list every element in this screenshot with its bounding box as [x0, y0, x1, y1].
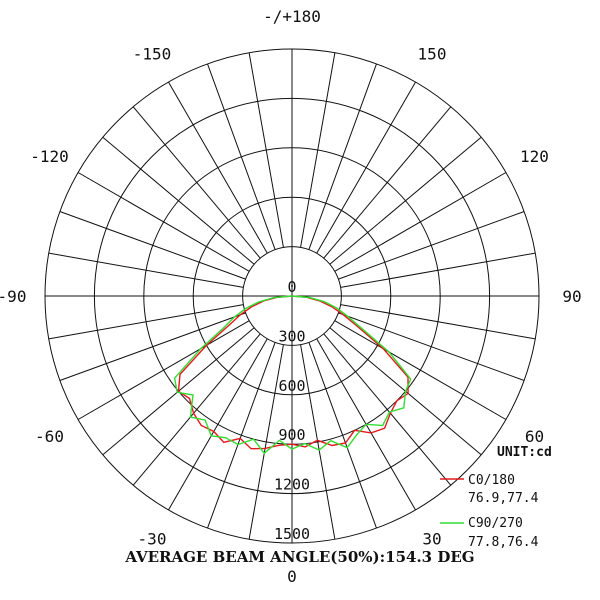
angle-label-90: 90: [562, 287, 581, 306]
grid-spoke--160: [207, 63, 276, 250]
grid-spoke--80: [48, 304, 244, 340]
legend-beam-c0-180: 76.9,77.4: [468, 491, 539, 506]
grid-spoke-170: [300, 52, 336, 248]
grid-spoke--170: [248, 52, 284, 248]
radial-label-900: 900: [278, 426, 305, 444]
angle-label--150: -150: [133, 45, 172, 64]
grid-spoke-110: [338, 211, 525, 280]
polar-grid: [44, 48, 540, 544]
radial-label-1200: 1200: [274, 476, 310, 494]
grid-spoke-100: [340, 252, 536, 288]
angle-label--120: -120: [30, 147, 69, 166]
grid-spoke--40: [132, 333, 261, 486]
grid-spoke--130: [102, 136, 255, 265]
angle-label-0: 0: [287, 567, 297, 586]
grid-spoke-70: [338, 312, 525, 381]
grid-spoke-160: [308, 63, 377, 250]
legend: UNIT:cd C0/180 76.9,77.4 C90/270 77.8,76…: [440, 445, 552, 550]
angle-label--90: -90: [0, 287, 26, 306]
legend-beam-c90-270: 77.8,76.4: [468, 535, 539, 550]
grid-spoke--120: [77, 172, 250, 272]
grid-spoke-130: [329, 136, 482, 265]
angle-label-120: 120: [520, 147, 549, 166]
radial-label-1500: 1500: [274, 525, 310, 543]
angle-labels: -/+180-150 150-120 120-90 90-60 60-30 300: [0, 7, 582, 586]
grid-spoke--60: [77, 320, 250, 420]
radial-label-300: 300: [278, 327, 305, 345]
grid-spoke-10: [300, 344, 336, 540]
legend-label-c90-270: C90/270: [468, 516, 523, 531]
grid-spoke--10: [248, 344, 284, 540]
radial-label-0: 0: [287, 278, 296, 296]
angle-label--60: -60: [35, 427, 64, 446]
grid-spoke--20: [207, 342, 276, 529]
series-line-c90-270: [173, 295, 412, 455]
footer-average-beam-angle: AVERAGE BEAM ANGLE(50%):154.3 DEG: [124, 548, 474, 566]
grid-spoke-140: [323, 106, 452, 259]
grid-spoke--70: [59, 312, 246, 381]
unit-label: UNIT:cd: [497, 445, 552, 460]
grid-spoke--110: [59, 211, 246, 280]
series-line-c0-180: [177, 295, 409, 450]
angle-label--30: -30: [138, 529, 167, 548]
series-layer: [173, 295, 412, 455]
radial-label-600: 600: [278, 377, 305, 395]
grid-spoke--150: [168, 81, 268, 254]
grid-spoke--100: [48, 252, 244, 288]
grid-spoke--140: [132, 106, 261, 259]
grid-spoke--30: [168, 338, 268, 511]
grid-spoke-60: [334, 320, 507, 420]
grid-spoke-80: [340, 304, 536, 340]
legend-label-c0-180: C0/180: [468, 473, 515, 488]
grid-spoke-150: [316, 81, 416, 254]
grid-spoke-120: [334, 172, 507, 272]
radial-labels: 0 300 600 900 1200 1500: [274, 278, 310, 543]
angle-label-60: 60: [525, 427, 544, 446]
angle-label-150: 150: [418, 45, 447, 64]
angle-label-180: -/+180: [263, 7, 321, 26]
angle-label-30: 30: [422, 529, 441, 548]
grid-spoke-20: [308, 342, 377, 529]
grid-spoke-40: [323, 333, 452, 486]
